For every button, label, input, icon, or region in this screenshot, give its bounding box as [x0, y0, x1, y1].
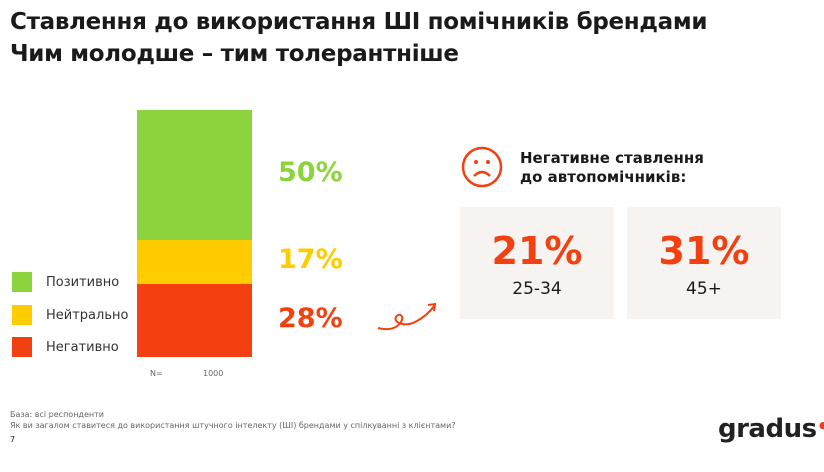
footnote: База: всі респонденти Як ви загалом став… [10, 410, 456, 444]
legend-label: Негативно [46, 339, 119, 355]
data-label: 50% [278, 157, 343, 188]
data-label: 28% [278, 302, 343, 334]
gradus-logo: gradus• [718, 414, 824, 444]
legend-swatch [12, 337, 32, 357]
legend-label: Позитивно [46, 274, 120, 290]
stat-card-25-34: 21% 25-34 [460, 207, 614, 319]
legend-item: Нейтрально [12, 305, 128, 325]
legend-item: Позитивно [12, 272, 119, 292]
stat-card-45plus: 31% 45+ [627, 207, 781, 319]
n-label: N= [150, 369, 163, 378]
callout-heading: Негативне ставлення до автопомічників: [520, 149, 704, 186]
page-number: 7 [10, 435, 16, 444]
legend-label: Нейтрально [46, 307, 129, 323]
bar-segment-2 [137, 240, 252, 285]
slide-title: Ставлення до використання ШІ помічників … [10, 9, 708, 67]
n-value: 1000 [203, 369, 224, 378]
legend-item: Негативно [12, 337, 119, 357]
legend-swatch [12, 305, 32, 325]
sad-face-icon [461, 146, 503, 188]
data-label: 17% [278, 244, 343, 276]
bar-segment-1 [137, 110, 252, 240]
arrow-icon [377, 302, 437, 331]
bar-segment-3 [137, 284, 252, 357]
legend-swatch [12, 272, 32, 292]
